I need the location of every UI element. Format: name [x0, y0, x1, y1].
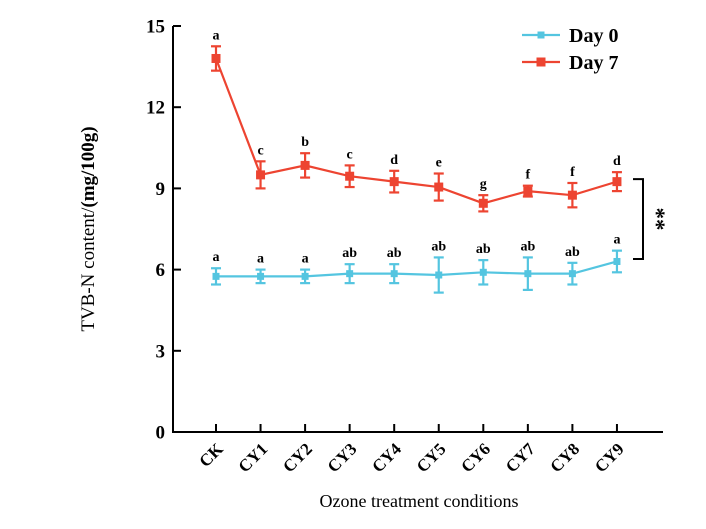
series-line	[214, 58, 618, 205]
axes: 0 3 6 9 12 15 CK CY1 CY2 CY3 CY4 CY5 CY6 CY7 CY8 CY9	[146, 17, 663, 476]
point-letter: ab	[520, 239, 535, 254]
point-letter: g	[480, 177, 487, 192]
data-point-CY9	[612, 177, 622, 187]
x-tick-label: CK	[195, 439, 227, 471]
data-point-CY5	[435, 271, 443, 279]
point-letter: f	[570, 165, 575, 180]
legend-marker	[536, 57, 546, 67]
point-letter: ab	[476, 242, 491, 257]
bracket-path	[633, 178, 644, 260]
data-point-CY6	[478, 198, 488, 208]
data-point-CY8	[567, 190, 577, 200]
y-tick-label: 9	[156, 179, 166, 200]
data-point-CY4	[390, 270, 398, 278]
x-tick-label: CY2	[279, 439, 316, 476]
data-point-CY6	[479, 268, 487, 276]
x-tick-label: CY7	[502, 439, 539, 476]
data-point-CY3	[346, 270, 354, 278]
point-letter: b	[301, 135, 309, 150]
data-point-CY5	[434, 182, 444, 192]
legend-marker	[537, 31, 545, 39]
data-point-CK	[211, 53, 221, 63]
point-letter: ab	[565, 245, 580, 260]
point-letter: a	[213, 250, 220, 265]
point-letter: e	[436, 156, 442, 171]
y-tick-label: 15	[146, 17, 165, 38]
data-point-CY7	[524, 270, 532, 278]
x-tick-label: CY8	[546, 439, 583, 476]
series-line	[216, 260, 618, 278]
x-tick-label: CY3	[324, 439, 361, 476]
point-letter: f	[526, 168, 531, 183]
legend-label: Day 0	[569, 25, 618, 47]
point-letter: c	[257, 143, 263, 158]
data-point-CY3	[345, 171, 355, 181]
data-point-CY8	[568, 270, 576, 278]
y-tick-label: 0	[156, 423, 166, 444]
y-axis-title: TVB-N content/(mg/100g)	[78, 126, 99, 331]
point-letter: ab	[342, 246, 357, 261]
data-point-CY1	[256, 170, 266, 180]
point-letter: ab	[387, 246, 402, 261]
x-tick-label: CY5	[413, 439, 450, 476]
y-tick-label: 6	[156, 260, 166, 281]
series-day-0: a a a ab ab ab ab ab ab a	[211, 233, 622, 294]
point-letter: a	[257, 252, 264, 267]
data-point-CY4	[389, 177, 399, 187]
data-point-CY7	[523, 186, 533, 196]
series-day-7: a c b c d e g f f d	[211, 28, 622, 213]
significance-bracket: **	[633, 178, 669, 260]
point-letter: a	[302, 252, 309, 267]
point-letter: ab	[431, 239, 446, 254]
y-tick-label: 3	[156, 341, 166, 362]
data-point-CY2	[300, 160, 310, 170]
legend: Day 0 Day 7	[522, 25, 618, 74]
significance-stars: **	[644, 208, 669, 231]
y-tick-label: 12	[146, 98, 165, 119]
point-letter: c	[347, 147, 353, 162]
x-tick-label: CY6	[457, 439, 494, 476]
data-point-CK	[212, 272, 220, 280]
point-letter: d	[613, 154, 621, 169]
point-letter: d	[390, 153, 398, 168]
tvbn-line-chart-figure: 0 3 6 9 12 15 CK CY1 CY2 CY3 CY4 CY5 CY6 CY7 CY8 CY9 a a a…	[40, 16, 706, 513]
data-point-CY2	[301, 272, 309, 280]
x-tick-label: CY1	[235, 439, 272, 476]
point-letter: a	[213, 28, 220, 43]
legend-label: Day 7	[569, 52, 618, 74]
x-axis-title: Ozone treatment conditions	[320, 491, 519, 511]
x-tick-label: CY9	[591, 439, 628, 476]
data-point-CY9	[613, 257, 621, 265]
x-tick-label: CY4	[368, 439, 405, 476]
data-point-CY1	[257, 272, 265, 280]
point-letter: a	[613, 233, 620, 248]
